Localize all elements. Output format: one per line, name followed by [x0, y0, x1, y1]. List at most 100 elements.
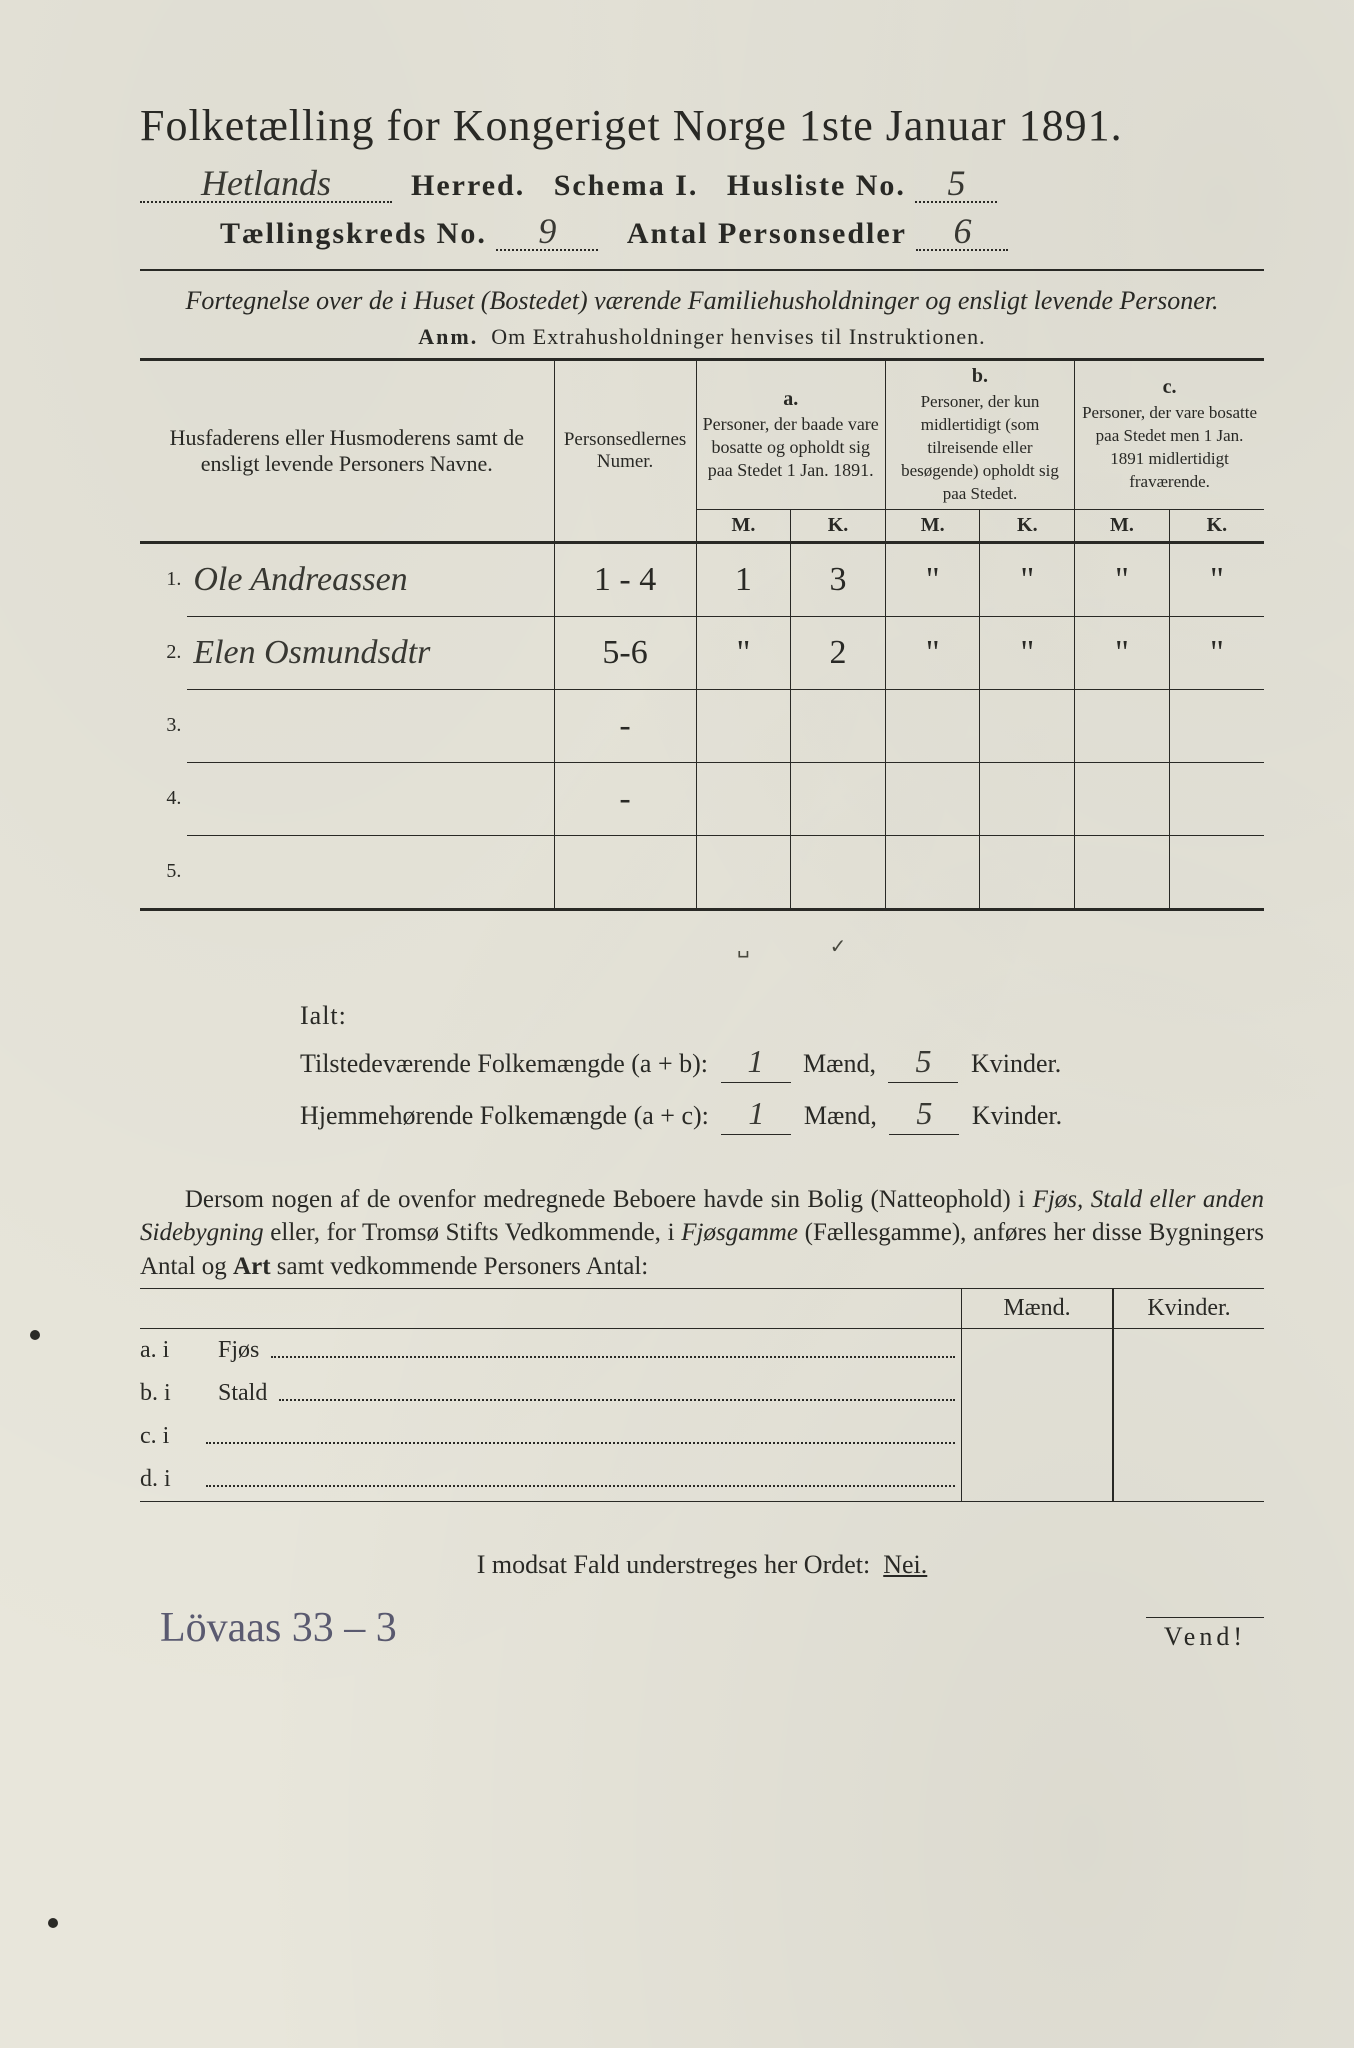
anm-prefix: Anm. [418, 324, 478, 349]
dot-fill [206, 1485, 955, 1487]
col-a-text: Personer, der baade vare bosatte og opho… [703, 414, 879, 480]
small-row: d. i [140, 1458, 1264, 1502]
main-table: Husfaderens eller Husmoderens samt de en… [140, 358, 1264, 983]
table-row: 3. - [140, 689, 1264, 762]
dot-fill [206, 1442, 955, 1444]
ialt-row2-label: Hjemmehørende Folkemængde (a + c): [300, 1101, 709, 1130]
small-kvinder: Kvinder. [1113, 1289, 1264, 1328]
husliste-value: 5 [947, 163, 965, 203]
para-t1: Dersom nogen af de ovenfor medregnede Be… [185, 1186, 1033, 1213]
herred-label: Herred. [411, 169, 525, 202]
check-a-m: ␣ [696, 909, 791, 983]
row-num: 4. [140, 762, 187, 835]
cell-b-m: " [885, 542, 980, 616]
maend-label: Mænd, [803, 1049, 876, 1078]
small-row: c. i [140, 1415, 1264, 1458]
col-c-m: M. [1075, 509, 1170, 542]
col-name-header: Husfaderens eller Husmoderens samt de en… [140, 359, 554, 542]
small-row: b. i Stald [140, 1372, 1264, 1415]
header-line-3: Tællingskreds No. 9 Antal Personsedler 6 [140, 213, 1264, 251]
maend-label: Mænd, [804, 1101, 877, 1130]
cell-b-m: " [885, 616, 980, 689]
table-row: 5. [140, 835, 1264, 909]
cell-a-m: 1 [696, 542, 791, 616]
col-num-header: Personsedlernes Numer. [554, 359, 696, 542]
col-a-k: K. [791, 509, 886, 542]
small-row-lab: a. i [140, 1337, 200, 1364]
herred-value: Hetlands [201, 163, 331, 203]
col-name-text: Husfaderens eller Husmoderens samt de en… [170, 425, 524, 475]
para-em2: Fjøsgamme [681, 1219, 798, 1246]
divider [140, 269, 1264, 271]
num-cell: - [554, 689, 696, 762]
nei-word: Nei. [883, 1550, 927, 1579]
small-row-word: Fjøs [218, 1337, 265, 1364]
ink-dot-icon [30, 1330, 40, 1340]
dot-fill [279, 1399, 955, 1401]
anm-text: Om Extrahusholdninger henvises til Instr… [491, 324, 985, 349]
outbuilding-table: Mænd. Kvinder. a. i Fjøs b. i Stald c. i [140, 1288, 1264, 1502]
small-row-lab: d. i [140, 1466, 200, 1493]
small-row-lab: b. i [140, 1380, 200, 1407]
nei-text: I modsat Fald understreges her Ordet: [477, 1550, 871, 1579]
col-c-text: Personer, der vare bosatte paa Stedet me… [1082, 403, 1257, 491]
ink-dot-icon [48, 1918, 58, 1928]
ialt-r2-m: 1 [748, 1095, 764, 1131]
ialt-r1-m: 1 [748, 1043, 764, 1079]
antal-label: Antal Personsedler [627, 217, 907, 250]
name-value: Elen Osmundsdtr [193, 634, 430, 671]
ialt-row1-label: Tilstedeværende Folkemængde (a + b): [300, 1049, 708, 1078]
col-b-k: K. [980, 509, 1075, 542]
cell-b-k: " [980, 542, 1075, 616]
table-row: 1. Ole Andreassen 1 - 4 1 3 " " " " [140, 542, 1264, 616]
outbuilding-paragraph: Dersom nogen af de ovenfor medregnede Be… [140, 1183, 1264, 1284]
ialt-r2-k: 5 [916, 1095, 932, 1131]
census-form-page: Folketælling for Kongeriget Norge 1ste J… [0, 0, 1354, 2048]
num-cell [554, 835, 696, 909]
name-cell [187, 689, 554, 762]
cell-a-m: " [696, 616, 791, 689]
para-t4: samt vedkommende Personers Antal: [271, 1253, 649, 1280]
col-a-header: a. Personer, der baade vare bosatte og o… [696, 359, 885, 509]
cell-a-k: 2 [791, 616, 886, 689]
footer: Lövaas 33 – 3 Vend! [140, 1604, 1264, 1652]
para-bold: Art [233, 1253, 270, 1280]
para-t2: eller, for Tromsø Stifts Vedkommende, i [264, 1219, 682, 1246]
dot-fill [271, 1356, 955, 1358]
cell-b-k: " [980, 616, 1075, 689]
ialt-r1-k: 5 [915, 1043, 931, 1079]
husliste-label: Husliste No. [727, 169, 906, 202]
small-table-header: Mænd. Kvinder. [140, 1288, 1264, 1329]
antal-value: 6 [953, 211, 971, 251]
small-row-word: Stald [218, 1380, 273, 1407]
table-row: 2. Elen Osmundsdtr 5-6 " 2 " " " " [140, 616, 1264, 689]
col-b-m: M. [885, 509, 980, 542]
col-b-tag: b. [892, 365, 1068, 388]
col-c-header: c. Personer, der vare bosatte paa Stedet… [1075, 359, 1264, 509]
row-num: 1. [140, 542, 187, 616]
cell-a-k: 3 [791, 542, 886, 616]
name-value: Ole Andreassen [193, 561, 407, 598]
small-row: a. i Fjøs [140, 1329, 1264, 1372]
name-cell: Elen Osmundsdtr [187, 616, 554, 689]
footer-note: Lövaas 33 – 3 [140, 1604, 397, 1652]
anm-note: Anm. Om Extrahusholdninger henvises til … [140, 324, 1264, 350]
cell-c-k: " [1169, 616, 1264, 689]
name-cell: Ole Andreassen [187, 542, 554, 616]
col-c-tag: c. [1081, 376, 1258, 399]
ialt-row-1: Tilstedeværende Folkemængde (a + b): 1 M… [300, 1043, 1264, 1083]
cell-c-m: " [1075, 542, 1170, 616]
cell-c-m: " [1075, 616, 1170, 689]
schema-label: Schema I. [554, 169, 699, 202]
col-c-k: K. [1169, 509, 1264, 542]
vend-label: Vend! [1146, 1617, 1264, 1652]
form-description: Fortegnelse over de i Huset (Bostedet) v… [170, 285, 1234, 318]
check-a-k: ✓ [791, 909, 886, 983]
check-row: ␣ ✓ [140, 909, 1264, 983]
table-body: 1. Ole Andreassen 1 - 4 1 3 " " " " 2. E… [140, 542, 1264, 983]
kreds-value: 9 [538, 211, 556, 251]
row-num: 2. [140, 616, 187, 689]
col-a-tag: a. [703, 388, 879, 411]
row-num: 5. [140, 835, 187, 909]
kreds-label: Tællingskreds No. [220, 217, 487, 250]
